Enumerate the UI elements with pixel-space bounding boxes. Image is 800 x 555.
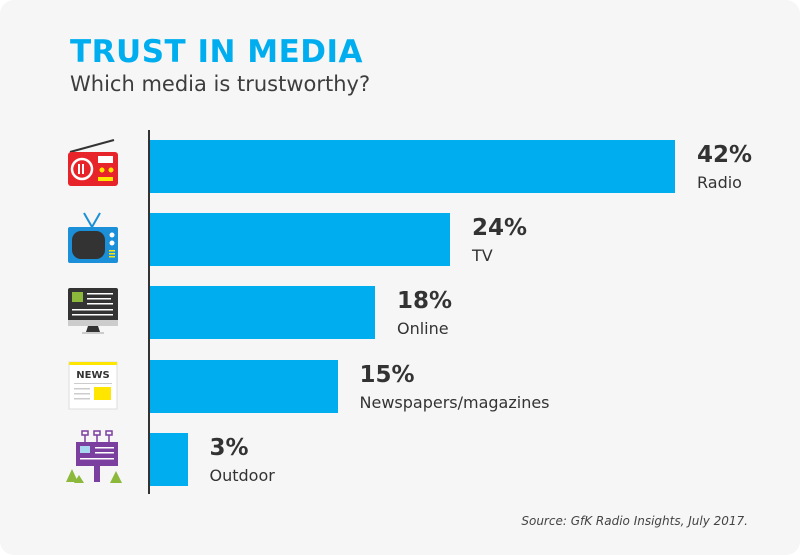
monitor-icon [62, 282, 122, 342]
value-label: 15% [359, 361, 415, 388]
category-label: Newspapers/magazines [359, 392, 550, 412]
value-label: 42% [697, 142, 753, 168]
category-label: TV [472, 246, 493, 266]
billboard-icon [62, 429, 122, 489]
chart-subtitle: Which media is trustworthy? [70, 72, 371, 96]
svg-text:NEWS: NEWS [76, 370, 109, 381]
bar-tv [150, 213, 450, 267]
category-label: Online [397, 319, 449, 339]
category-label: Outdoor [209, 465, 275, 485]
chart-title: TRUST IN MEDIA [70, 34, 364, 70]
y-axis-line [148, 130, 150, 494]
category-label: Radio [697, 173, 742, 192]
source-note: Source: GfK Radio Insights, July 2017. [521, 514, 748, 528]
newspaper-icon: NEWS [62, 356, 122, 416]
value-label: 18% [397, 288, 453, 315]
value-label: 3% [209, 434, 249, 461]
bar-outdoor [150, 432, 188, 486]
bar-online [150, 286, 375, 340]
bar-newspapers-magazines [150, 359, 338, 413]
tv-icon [62, 209, 122, 269]
bar-radio [150, 140, 675, 193]
radio-icon [62, 136, 122, 196]
value-label: 24% [472, 215, 528, 242]
